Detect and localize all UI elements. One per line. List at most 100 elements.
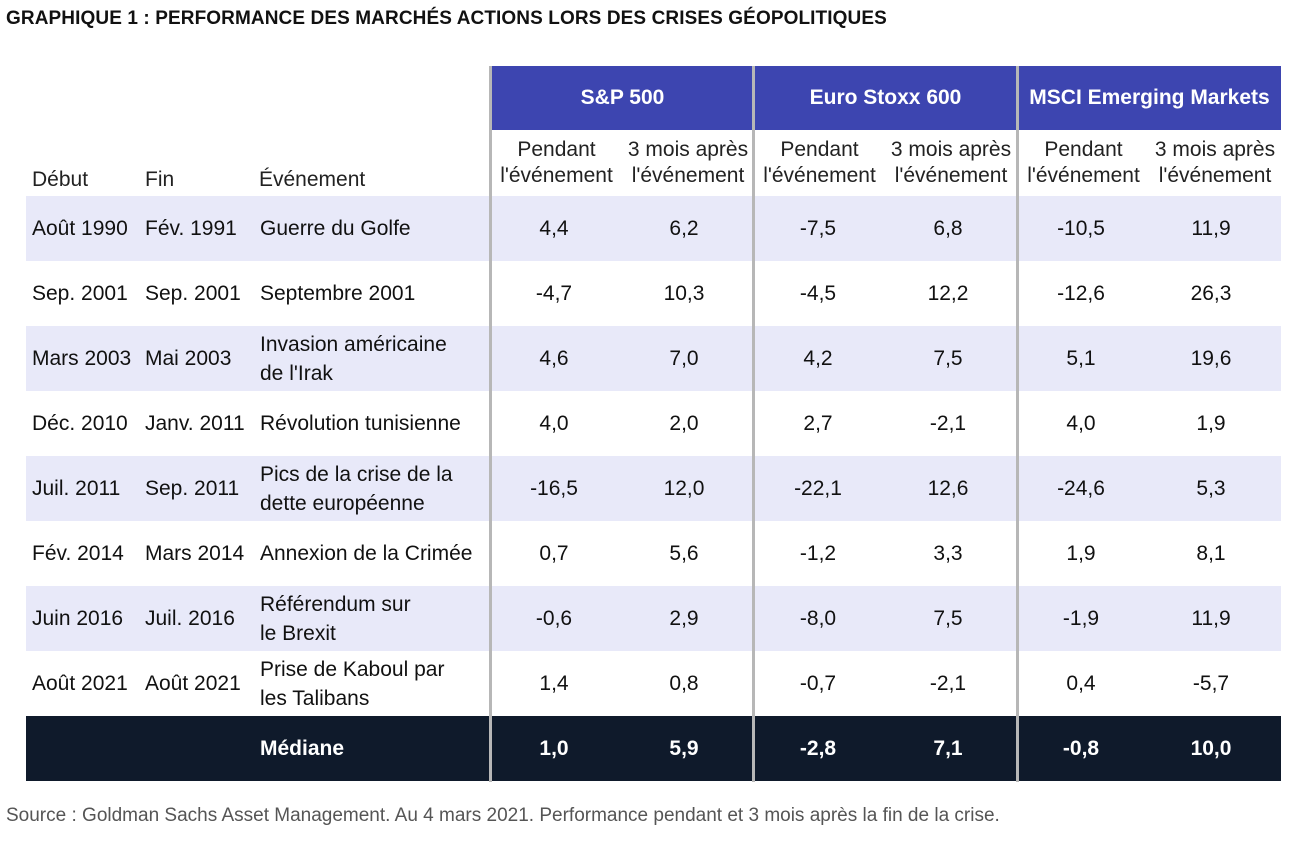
table-row — [26, 196, 1281, 261]
cell-debut: Juil. 2011 — [32, 476, 121, 500]
cell-value: 0,7 — [539, 541, 569, 565]
header-line: 3 mois après — [890, 138, 1012, 161]
median-value: -2,8 — [799, 736, 837, 760]
cell-value: 12,6 — [927, 476, 969, 500]
column-header-apres: 3 mois après l'événement — [885, 130, 1017, 196]
evenement-line: Invasion américaine — [260, 332, 447, 356]
column-header-pendant: Pendant l'événement — [1018, 130, 1149, 196]
median-value: 7,1 — [933, 736, 963, 760]
cell-value: 5,1 — [1066, 346, 1096, 370]
median-row — [26, 716, 1281, 781]
column-header-pendant: Pendant l'événement — [754, 130, 885, 196]
header-line: 3 mois après — [1154, 138, 1276, 161]
cell-value: 3,3 — [933, 541, 963, 565]
table-row — [26, 326, 1281, 391]
column-separator — [1016, 66, 1019, 782]
cell-value: 12,2 — [927, 281, 969, 305]
cell-debut: Août 2021 — [32, 671, 128, 695]
column-header-evenement: Événement — [259, 168, 366, 191]
evenement-line: Révolution tunisienne — [260, 412, 461, 435]
median-value: 1,0 — [539, 736, 569, 760]
cell-value: -1,9 — [1062, 606, 1100, 630]
cell-value: -0,6 — [535, 606, 573, 630]
cell-debut: Fév. 2014 — [32, 541, 124, 565]
cell-value: 5,6 — [669, 541, 699, 565]
cell-value: 0,4 — [1066, 671, 1096, 695]
cell-value: -5,7 — [1192, 671, 1230, 695]
cell-evenement: Référendum sur le Brexit — [260, 586, 492, 651]
median-value: 10,0 — [1190, 736, 1232, 760]
cell-evenement: Guerre du Golfe — [260, 196, 492, 261]
cell-value: 7,5 — [933, 346, 963, 370]
cell-value: 4,2 — [803, 346, 833, 370]
cell-fin: Mars 2014 — [145, 541, 245, 565]
cell-fin: Janv. 2011 — [145, 411, 245, 435]
table-row — [26, 586, 1281, 651]
header-line: Pendant — [780, 138, 859, 161]
cell-fin: Mai 2003 — [145, 346, 232, 370]
source-note: Source : Goldman Sachs Asset Management.… — [6, 805, 1000, 826]
cell-value: 11,9 — [1191, 216, 1231, 240]
cell-value: 10,3 — [663, 281, 705, 305]
cell-value: 2,9 — [669, 606, 699, 630]
evenement-line: Guerre du Golfe — [260, 217, 411, 240]
cell-value: 4,0 — [1066, 411, 1096, 435]
median-value: 5,9 — [669, 736, 699, 760]
cell-value: -8,0 — [799, 606, 837, 630]
chart-title: GRAPHIQUE 1 : PERFORMANCE DES MARCHÉS AC… — [6, 8, 887, 29]
group-header: MSCI Emerging Markets — [1018, 66, 1281, 130]
cell-value: 11,9 — [1191, 606, 1231, 630]
cell-value: 12,0 — [663, 476, 705, 500]
cell-value: 7,0 — [669, 346, 699, 370]
column-separator — [752, 66, 755, 782]
evenement-line: de l'Irak — [260, 361, 333, 385]
cell-value: 6,2 — [669, 216, 699, 240]
cell-value: 1,4 — [539, 671, 569, 695]
cell-value: 2,7 — [803, 411, 833, 435]
cell-value: 4,0 — [539, 411, 569, 435]
column-header-pendant: Pendant l'événement — [491, 130, 622, 196]
cell-evenement: Annexion de la Crimée — [260, 521, 492, 586]
header-line: l'événement — [763, 164, 876, 187]
header-line: l'événement — [631, 164, 745, 187]
cell-debut: Mars 2003 — [32, 346, 132, 370]
cell-fin: Sep. 2011 — [145, 476, 240, 500]
cell-value: 6,8 — [933, 216, 963, 240]
cell-fin: Sep. 2001 — [145, 281, 241, 305]
cell-fin: Août 2021 — [145, 671, 241, 695]
header-line: 3 mois après — [627, 138, 749, 161]
cell-value: -7,5 — [799, 216, 837, 240]
group-header: Euro Stoxx 600 — [754, 66, 1017, 130]
cell-debut: Déc. 2010 — [32, 411, 128, 435]
table-row — [26, 456, 1281, 521]
cell-value: -4,7 — [535, 281, 573, 305]
evenement-line: Prise de Kaboul par — [260, 657, 445, 681]
evenement-line: Annexion de la Crimée — [260, 542, 473, 565]
column-header-debut: Début — [32, 168, 89, 191]
cell-value: -2,1 — [929, 671, 967, 695]
cell-value: -16,5 — [530, 476, 578, 500]
evenement-line: les Talibans — [260, 686, 370, 710]
cell-value: -4,5 — [799, 281, 837, 305]
performance-table: S&P 500 Euro Stoxx 600 MSCI Emerging Marke… — [26, 66, 1281, 782]
header-line: l'événement — [500, 164, 613, 187]
cell-value: -24,6 — [1057, 476, 1105, 500]
cell-value: 1,9 — [1196, 411, 1226, 435]
cell-value: 8,1 — [1196, 541, 1226, 565]
header-line: Pendant — [1044, 138, 1123, 161]
cell-value: 7,5 — [933, 606, 963, 630]
cell-evenement: Invasion américaine de l'Irak — [260, 326, 492, 391]
cell-value: 1,9 — [1066, 541, 1096, 565]
evenement-line: Pics de la crise de la — [260, 462, 453, 486]
column-header-fin: Fin — [145, 168, 175, 191]
median-value: -0,8 — [1062, 736, 1100, 760]
cell-evenement: Pics de la crise de la dette européenne — [260, 456, 492, 521]
cell-value: 2,0 — [669, 411, 699, 435]
header-line: l'événement — [1158, 164, 1272, 187]
evenement-line: Référendum sur — [260, 592, 411, 616]
cell-value: -22,1 — [794, 476, 842, 500]
cell-evenement: Septembre 2001 — [260, 261, 492, 326]
cell-value: 19,6 — [1190, 346, 1232, 370]
cell-value: -10,5 — [1057, 216, 1105, 240]
cell-value: -1,2 — [799, 541, 837, 565]
